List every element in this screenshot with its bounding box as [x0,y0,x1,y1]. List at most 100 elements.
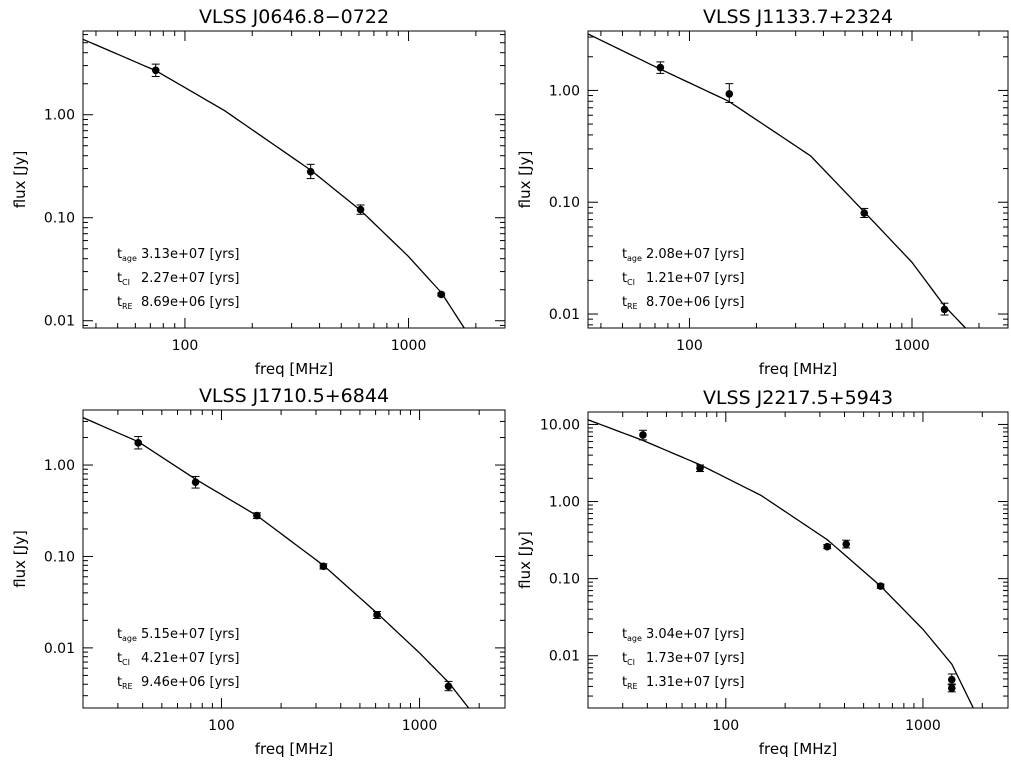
plot-frame [587,411,1009,709]
annotation-ci: t CI 4.21e+07 [yrs] [117,651,239,667]
plot-frame [82,30,506,329]
x-tick-label: 100 [172,338,199,354]
x-tick-label: 100 [676,338,703,354]
annotation-ci: t CI 2.27e+07 [yrs] [117,271,239,287]
data-point [876,582,885,590]
annotation-symbol: t [117,247,122,262]
annotation-subscript: age [627,634,642,643]
data-marker [151,66,160,75]
data-marker [444,682,453,691]
chart-panel-3: VLSS J1710.5+6844 freq [MHz] flux [Jy] 100 1… [11,385,506,758]
annotation-subscript: RE [122,302,133,311]
y-axis-label: flux [Jy] [11,530,29,588]
annotation-value: 3.04e+07 [yrs] [646,627,744,642]
annotation-subscript: CI [122,278,130,287]
data-point [860,207,869,219]
annotation-value: 8.69e+06 [yrs] [141,295,239,310]
annotation-subscript: age [122,634,137,643]
x-tick-label: 1000 [391,338,427,354]
plot-frame [587,30,1009,329]
annotation-subscript: age [627,254,642,263]
x-tick-label: 100 [208,718,235,734]
x-axis-label: freq [MHz] [255,360,333,378]
data-marker [940,305,949,314]
annotation-subscript: CI [627,278,635,287]
annotation-symbol: t [622,651,627,666]
data-marker [842,540,850,548]
data-point [134,436,143,450]
annotation-re: t RE 1.31e+07 [yrs] [622,675,744,691]
annotation-symbol: t [622,675,627,690]
y-tick-label: 0.01 [549,649,580,665]
data-point [151,63,160,78]
annotation-symbol: t [117,295,122,310]
x-tick-label: 1000 [905,718,941,734]
data-marker [947,684,956,692]
annotation-value: 8.70e+06 [yrs] [646,295,744,310]
data-point [252,511,261,520]
y-tick-label: 0.10 [44,549,75,565]
y-tick-label: 0.01 [44,641,75,657]
model-curve [588,419,974,708]
annotation-symbol: t [117,675,122,690]
annotation-value: 5.15e+07 [yrs] [141,627,239,642]
chart-title: VLSS J1133.7+2324 [703,6,893,28]
chart-panel-1: VLSS J0646.8−0722 freq [MHz] flux [Jy] 100 1… [11,6,506,378]
annotation-value: 1.31e+07 [yrs] [646,675,744,690]
data-marker [725,90,734,98]
y-tick-label: 0.01 [44,314,75,330]
data-point [373,611,382,619]
annotation-re: t RE 8.70e+06 [yrs] [622,295,744,311]
y-tick-label: 0.10 [44,211,75,227]
data-point [444,680,453,692]
annotation-value: 9.46e+06 [yrs] [141,675,239,690]
y-axis-label: flux [Jy] [11,151,29,209]
chart-title: VLSS J0646.8−0722 [199,6,389,28]
data-point [696,464,705,473]
annotation-re: t RE 8.69e+06 [yrs] [117,295,239,311]
annotation-value: 1.73e+07 [yrs] [646,651,744,666]
annotation-subscript: RE [122,682,133,691]
annotation-value: 4.21e+07 [yrs] [141,651,239,666]
chart-panel-2: VLSS J1133.7+2324 freq [MHz] flux [Jy] 100 1… [516,6,1009,378]
x-axis-label: freq [MHz] [255,740,333,758]
annotation-value: 3.13e+07 [yrs] [141,247,239,262]
annotation-symbol: t [622,627,627,642]
chart-title: VLSS J1710.5+6844 [199,385,389,407]
data-marker [191,478,200,486]
data-marker [306,167,315,176]
x-tick-label: 1000 [894,338,930,354]
annotation-subscript: CI [627,658,635,667]
data-point [638,429,647,441]
annotation-value: 2.27e+07 [yrs] [141,271,239,286]
annotation-subscript: CI [122,658,130,667]
data-marker [319,562,328,571]
data-point [725,83,734,103]
data-marker [947,675,956,684]
annotation-symbol: t [622,271,627,286]
data-marker [134,439,143,447]
data-point [823,542,832,551]
data-point [947,673,956,686]
y-tick-label: 1.00 [44,458,75,474]
data-marker [253,511,261,520]
data-point [656,61,665,74]
data-marker [639,431,647,439]
x-axis-label: freq [MHz] [759,740,837,758]
y-tick-label: 1.00 [549,83,580,99]
data-point [437,290,446,299]
annotation-symbol: t [622,247,627,262]
data-marker [356,205,365,214]
y-tick-label: 10.00 [540,417,580,433]
data-point [940,302,949,316]
x-tick-label: 100 [712,718,739,734]
data-point [842,539,851,549]
annotation-value: 1.21e+07 [yrs] [646,271,744,286]
annotation-age: t age 5.15e+07 [yrs] [117,627,239,643]
plot-frame [82,409,506,709]
data-point [356,204,365,215]
annotation-ci: t CI 1.21e+07 [yrs] [622,271,744,287]
annotation-subscript: RE [627,302,638,311]
y-tick-label: 1.00 [44,108,75,124]
x-axis-label: freq [MHz] [759,360,837,378]
